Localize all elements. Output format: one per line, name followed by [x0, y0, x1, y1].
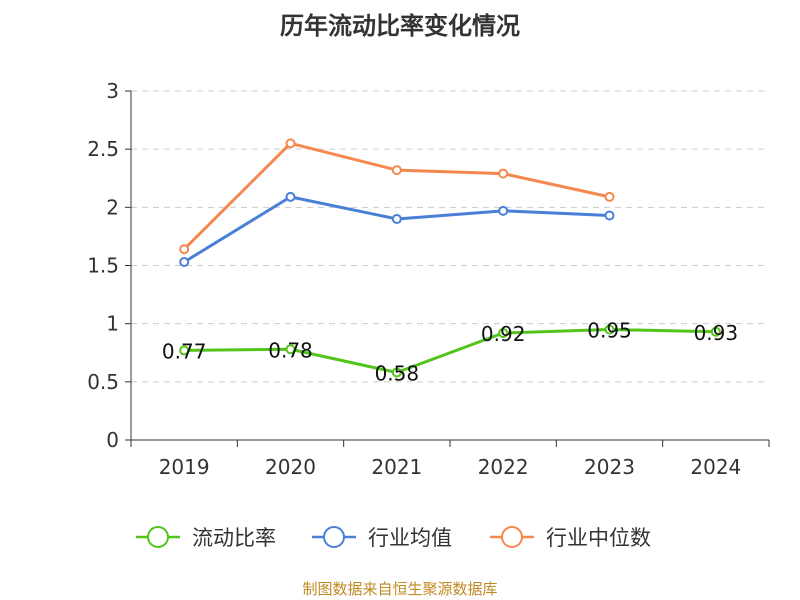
- y-tick-label: 3: [106, 79, 119, 103]
- legend-item[interactable]: 行业中位数: [490, 526, 651, 550]
- data-point: [391, 367, 402, 378]
- legend-marker: [323, 526, 345, 548]
- y-tick-label: 0: [106, 428, 119, 452]
- x-tick-label: 2021: [371, 455, 422, 479]
- data-label: 0.93: [694, 321, 739, 345]
- data-point: [285, 191, 296, 202]
- data-point: [285, 344, 296, 355]
- x-tick-label: 2019: [159, 455, 210, 479]
- chart-title: 历年流动比率变化情况: [280, 12, 520, 40]
- grid-lines: [131, 90, 769, 383]
- series-line: [183, 195, 610, 264]
- data-label: 0.77: [162, 339, 207, 363]
- y-tick-label: 2: [106, 195, 119, 219]
- data-point: [710, 326, 721, 337]
- legend-label: 行业均值: [368, 526, 452, 550]
- y-tick-label: 1: [106, 312, 119, 336]
- series-lines: [179, 138, 721, 378]
- legend-item[interactable]: 行业均值: [312, 526, 452, 550]
- data-label: 0.78: [268, 338, 313, 362]
- data-point: [498, 168, 509, 179]
- data-point: [498, 205, 509, 216]
- y-tick-label: 1.5: [87, 254, 119, 278]
- legend-item[interactable]: 流动比率: [136, 526, 276, 550]
- data-label: 0.95: [587, 318, 632, 342]
- data-point: [179, 345, 190, 356]
- legend[interactable]: 流动比率 行业均值 行业中位数: [136, 526, 651, 550]
- data-point: [604, 191, 615, 202]
- source-note: 制图数据来自恒生聚源数据库: [302, 580, 498, 598]
- axes: 0 0.5 1 1.5 2 2.5 3 2019 2020 2021 2022 2023 2024: [87, 79, 770, 479]
- legend-marker: [501, 526, 523, 548]
- data-label: 0.92: [481, 322, 526, 346]
- data-point: [391, 165, 402, 176]
- data-labels: 0.77 0.78 0.58 0.92 0.95 0.93: [162, 318, 738, 385]
- data-point: [391, 213, 402, 224]
- x-tick-label: 2024: [690, 455, 741, 479]
- data-point: [604, 324, 615, 335]
- y-tick-label: 2.5: [87, 137, 119, 161]
- series-line: [183, 141, 610, 251]
- legend-label: 行业中位数: [546, 526, 651, 550]
- data-point: [285, 138, 296, 149]
- data-point: [179, 244, 190, 255]
- y-tick-label: 0.5: [87, 370, 119, 394]
- series-line: [184, 327, 716, 375]
- data-point: [604, 210, 615, 221]
- data-point: [498, 327, 509, 338]
- data-label: 0.58: [375, 362, 420, 386]
- legend-marker: [147, 526, 169, 548]
- x-tick-label: 2020: [265, 455, 316, 479]
- data-point: [179, 257, 190, 268]
- x-tick-label: 2022: [478, 455, 529, 479]
- legend-label: 流动比率: [192, 526, 276, 550]
- x-tick-label: 2023: [584, 455, 635, 479]
